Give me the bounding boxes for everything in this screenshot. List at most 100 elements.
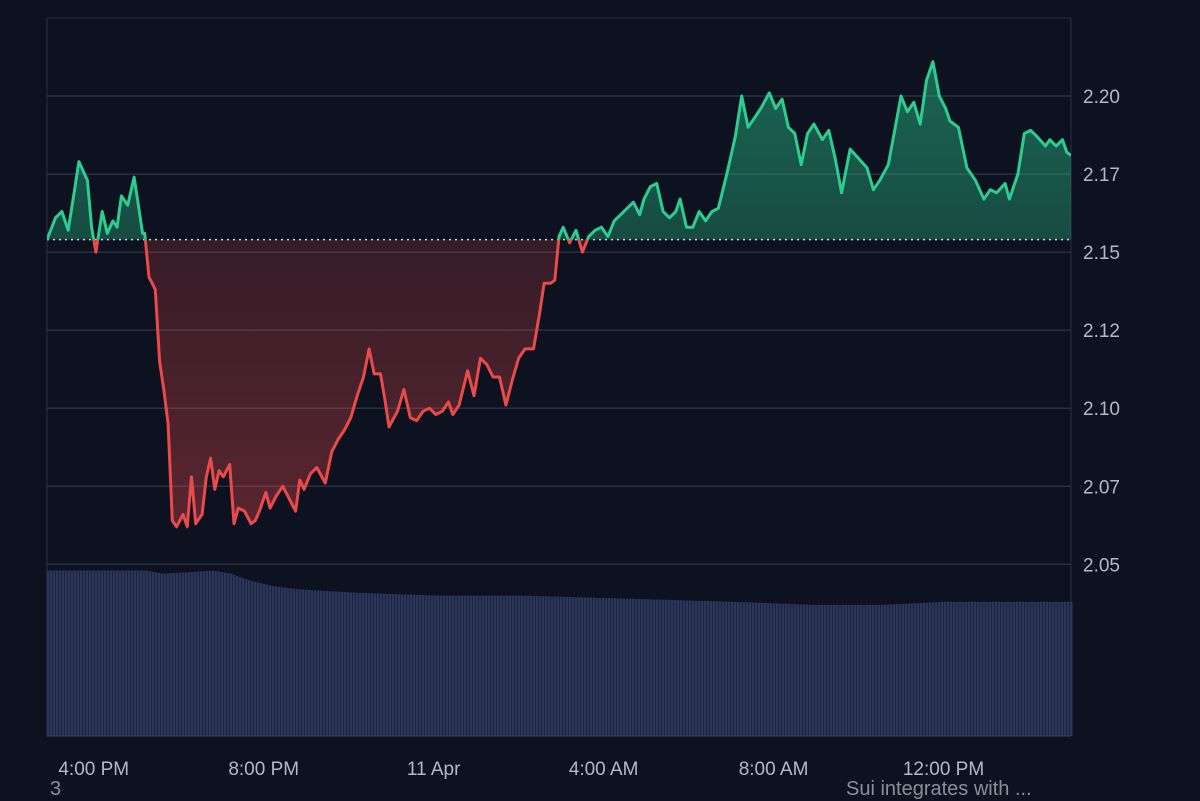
- volume-bar: [953, 601, 956, 736]
- volume-bar: [380, 593, 383, 736]
- volume-bar: [929, 602, 932, 736]
- volume-bar: [605, 598, 608, 736]
- volume-bar: [566, 596, 569, 736]
- volume-bar: [62, 570, 65, 736]
- volume-bar: [569, 597, 572, 736]
- volume-bar: [1001, 601, 1004, 736]
- volume-bar: [518, 595, 521, 736]
- volume-bar: [536, 596, 539, 736]
- volume-bar: [590, 597, 593, 736]
- volume-bar: [674, 600, 677, 736]
- volume-bar: [194, 571, 197, 736]
- volume-bar: [242, 578, 245, 736]
- volume-bar: [410, 594, 413, 736]
- y-tick-label: 2.10: [1083, 399, 1120, 420]
- volume-bar: [983, 601, 986, 736]
- volume-bar: [707, 601, 710, 736]
- volume-bar: [179, 572, 182, 736]
- volume-bar: [593, 597, 596, 736]
- price-line-down: [47, 239, 590, 529]
- volume-bar: [560, 596, 563, 736]
- volume-bar: [191, 571, 194, 736]
- volume-bar: [818, 604, 821, 736]
- price-line-up: [47, 60, 1071, 240]
- volume-bar: [230, 573, 233, 736]
- volume-bar: [116, 570, 119, 736]
- y-tick-label: 2.05: [1083, 555, 1120, 576]
- volume-bar: [653, 599, 656, 736]
- volume-bar: [848, 604, 851, 736]
- volume-bar: [317, 590, 320, 736]
- volume-bar: [476, 595, 479, 736]
- volume-bar: [698, 600, 701, 736]
- volume-bar: [170, 573, 173, 736]
- volume-bar: [860, 604, 863, 736]
- volume-bar: [608, 598, 611, 736]
- volume-bar: [1022, 601, 1025, 736]
- volume-bar: [770, 603, 773, 736]
- volume-bar: [1064, 601, 1067, 736]
- volume-bar: [470, 595, 473, 736]
- volume-bar: [1052, 601, 1055, 736]
- volume-bar: [845, 604, 848, 736]
- volume-bar: [515, 595, 518, 736]
- volume-bar: [623, 598, 626, 736]
- volume-bar: [692, 600, 695, 736]
- volume-bar: [350, 592, 353, 736]
- volume-bar: [287, 587, 290, 736]
- volume-bar: [839, 604, 842, 736]
- volume-bar: [512, 595, 515, 736]
- volume-bar: [467, 595, 470, 736]
- volume-bar: [755, 602, 758, 736]
- volume-bar: [326, 591, 329, 736]
- volume-bar: [275, 586, 278, 736]
- volume-bar: [347, 592, 350, 736]
- volume-bar: [437, 595, 440, 736]
- volume-bar: [572, 597, 575, 736]
- volume-bar: [659, 599, 662, 736]
- volume-bar: [533, 595, 536, 736]
- volume-bar: [632, 598, 635, 736]
- volume-bar: [344, 592, 347, 736]
- volume-bar: [110, 570, 113, 736]
- volume-bar: [803, 604, 806, 736]
- volume-bar: [164, 573, 167, 736]
- volume-bar: [248, 580, 251, 736]
- volume-bar: [905, 603, 908, 736]
- volume-bar: [200, 571, 203, 736]
- x-tick-label: 8:00 AM: [739, 759, 809, 780]
- volume-bar: [965, 601, 968, 736]
- volume-bar: [791, 603, 794, 736]
- volume-bar: [650, 599, 653, 736]
- volume-bar: [86, 570, 89, 736]
- volume-bar: [146, 570, 149, 736]
- volume-bar: [830, 604, 833, 736]
- volume-bar: [557, 596, 560, 736]
- volume-bar: [665, 599, 668, 736]
- volume-bar: [506, 595, 509, 736]
- volume-bar: [134, 570, 137, 736]
- volume-bar: [161, 573, 164, 736]
- volume-bar: [167, 573, 170, 736]
- volume-bar: [614, 598, 617, 736]
- volume-bar: [596, 597, 599, 736]
- volume-bar: [122, 570, 125, 736]
- volume-bar: [1007, 601, 1010, 736]
- volume-bar: [743, 602, 746, 736]
- volume-bar: [224, 572, 227, 736]
- volume-bar: [323, 590, 326, 736]
- area-above-baseline: [47, 61, 1071, 240]
- news-headline-link[interactable]: Sui integrates with ...: [846, 778, 1032, 800]
- volume-bar: [278, 586, 281, 736]
- volume-bar: [83, 570, 86, 736]
- volume-bar: [836, 604, 839, 736]
- volume-bar: [485, 595, 488, 736]
- volume-bar: [284, 587, 287, 736]
- volume-bar: [647, 599, 650, 736]
- y-tick-label: 2.20: [1083, 87, 1120, 108]
- volume-bar: [206, 570, 209, 736]
- volume-bar: [50, 570, 53, 736]
- volume-bar: [686, 600, 689, 736]
- volume-bar: [902, 603, 905, 736]
- volume-bar: [368, 593, 371, 736]
